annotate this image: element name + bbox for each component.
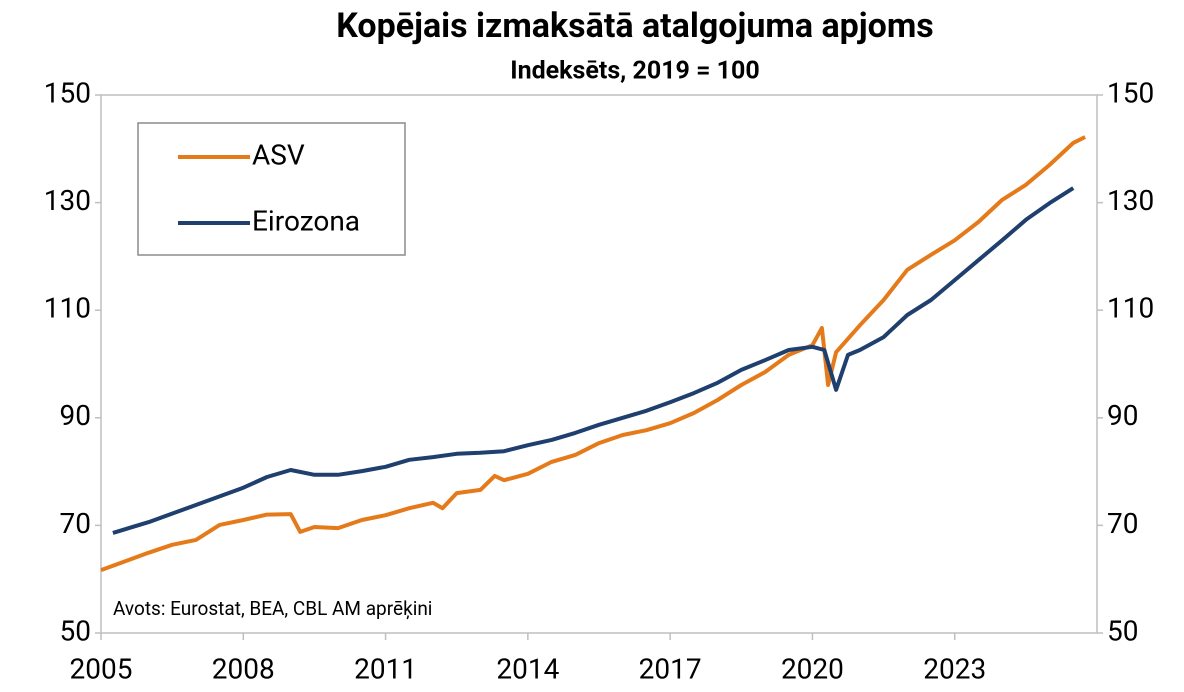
series-line — [112, 186, 1075, 535]
y-tick-label: 130 — [44, 184, 91, 217]
legend-box — [137, 122, 406, 256]
x-tick-label: 2014 — [496, 652, 559, 685]
plot-area — [100, 94, 1098, 634]
chart-subtitle: Indeksēts, 2019 = 100 — [510, 57, 759, 86]
x-tick-label: 2017 — [639, 652, 702, 685]
chart-title: Kopējais izmaksātā atalgojuma apjoms — [336, 6, 934, 46]
y-tick-label: 70 — [60, 507, 91, 540]
x-tick-label: 2005 — [70, 652, 133, 685]
x-tick-label: 2023 — [923, 652, 986, 685]
legend-label: Eirozona — [252, 204, 360, 237]
x-tick-label: 2008 — [212, 652, 275, 685]
x-tick-label: 2020 — [781, 652, 844, 685]
y-tick-label: 50 — [60, 614, 91, 647]
legend-label: ASV — [252, 138, 305, 171]
y-tick-label: 150 — [44, 76, 91, 109]
y2-tick-label: 90 — [1107, 399, 1138, 432]
y2-tick-label: 130 — [1107, 184, 1154, 217]
y-tick-label: 110 — [44, 292, 91, 325]
y-tick-label: 90 — [60, 399, 91, 432]
y2-tick-label: 50 — [1107, 614, 1138, 647]
y2-tick-label: 150 — [1107, 76, 1154, 109]
y2-tick-label: 110 — [1107, 292, 1154, 325]
annotation: Avots: Eurostat, BEA, CBL AM aprēķini — [113, 597, 432, 620]
x-tick-label: 2011 — [354, 652, 417, 685]
y2-tick-label: 70 — [1107, 507, 1138, 540]
series-line — [100, 135, 1086, 572]
